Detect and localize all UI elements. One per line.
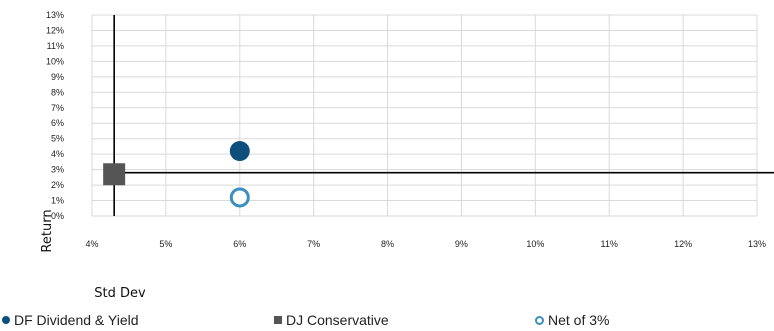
reference-lines [104,15,774,216]
data-point-net-of-3 [229,187,250,208]
legend-item-net-of-3: Net of 3% [535,312,609,328]
x-tick-label: 7% [307,239,320,249]
y-tick-label: 5% [51,134,64,144]
legend-item-dj-conservative: DJ Conservative [274,312,389,328]
y-tick-label: 8% [51,87,64,97]
y-tick-label: 13% [46,10,64,20]
y-axis-ticks: 0% 1% 2% 3% 4% 5% 6% 7% 8% 9% 10% 11% 12% 13% [46,10,64,221]
x-tick-label: 5% [159,239,172,249]
gridlines [91,14,758,217]
y-tick-label: 12% [46,25,64,35]
x-axis-ticks: 4% 5% 6% 7% 8% 9% 10% 11% 12% 13% [85,239,766,249]
x-tick-label: 4% [85,239,98,249]
legend: DF Dividend & Yield DJ Conservative Net … [0,312,774,330]
y-axis-title: Return [40,209,55,252]
scatter-chart: 4% 5% 6% 7% 8% 9% 10% 11% 12% 13% 0% 1% 2% 3% 4% 5% 6% 7… [40,10,774,300]
x-tick-label: 13% [748,239,766,249]
y-tick-label: 1% [51,196,64,206]
x-tick-label: 6% [233,239,246,249]
y-tick-label: 7% [51,103,64,113]
data-point-dj-conservative [103,163,126,186]
legend-label: DF Dividend & Yield [14,312,139,328]
legend-label: Net of 3% [548,312,610,328]
x-tick-label: 8% [381,239,394,249]
y-tick-label: 3% [51,165,64,175]
y-tick-label: 10% [46,56,64,66]
x-tick-label: 10% [526,239,544,249]
legend-filled-circle-icon [2,316,10,324]
data-point-df-dividend [229,141,250,162]
legend-item-df-dividend: DF Dividend & Yield [2,312,139,328]
x-tick-label: 11% [601,239,618,249]
y-tick-label: 0% [51,211,64,221]
x-tick-label: 9% [455,239,468,249]
y-tick-label: 2% [51,180,64,190]
data-points [103,141,250,208]
legend-hollow-circle-icon [535,315,544,325]
x-axis-title: Std Dev [94,286,146,300]
legend-label: DJ Conservative [286,312,389,328]
y-tick-label: 11% [47,41,64,51]
y-tick-label: 4% [51,149,64,159]
x-tick-label: 12% [674,239,692,249]
legend-square-icon [274,316,282,324]
y-tick-label: 9% [51,72,64,82]
y-tick-label: 6% [51,118,64,128]
